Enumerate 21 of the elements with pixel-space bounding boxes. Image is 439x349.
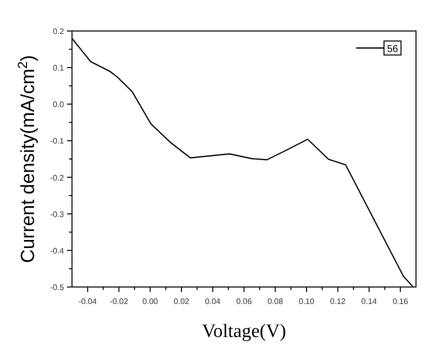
x-tick-label: 0.06 — [236, 297, 252, 306]
x-axis-title: Voltage(V) — [202, 321, 286, 342]
x-tick-label: 0.14 — [361, 297, 378, 306]
y-tick-label: 0.1 — [52, 64, 65, 73]
y-tick-label: -0.1 — [50, 136, 65, 146]
y-tick-label: -0.5 — [50, 283, 65, 292]
y-tick-label: 0.0 — [52, 100, 65, 110]
x-tick-label: 0.12 — [330, 297, 346, 306]
y-tick-label: -0.3 — [50, 210, 65, 219]
x-tick-label: 0.10 — [298, 297, 315, 306]
x-tick-label: -0.02 — [110, 297, 129, 306]
x-tick-label: 0.00 — [142, 297, 159, 306]
x-tick-label: 0.16 — [392, 297, 409, 306]
x-tick-label: 0.04 — [204, 297, 222, 306]
legend-label: 56 — [386, 44, 398, 55]
y-tick-label: -0.4 — [50, 246, 65, 256]
x-tick-label: -0.04 — [78, 297, 98, 306]
x-tick-label: 0.02 — [174, 297, 190, 306]
y-tick-label: 0.2 — [52, 27, 65, 36]
y-tick-label: -0.2 — [50, 173, 65, 182]
x-tick-label: 0.08 — [267, 297, 284, 306]
